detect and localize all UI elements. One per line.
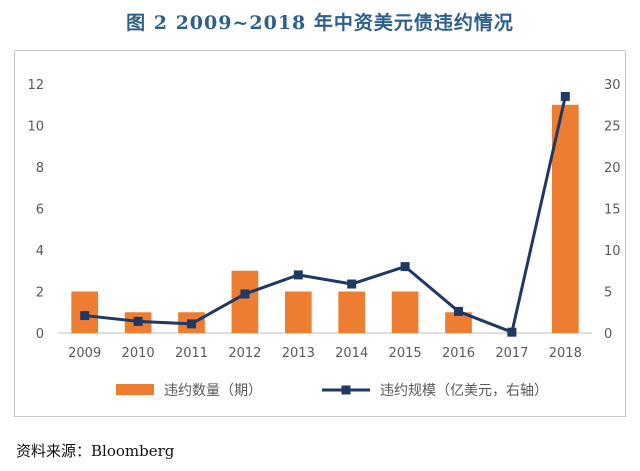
y-left-tick-label: 10 [27, 120, 44, 135]
y-left-tick-label: 0 [36, 327, 44, 342]
y-left-tick-label: 6 [36, 203, 44, 218]
y-right-tick-label: 25 [604, 120, 621, 135]
bar-2013 [284, 291, 312, 333]
legend-bar-label: 违约数量（期） [164, 383, 262, 399]
line-point-2017 [507, 327, 517, 337]
y-left-tick-label: 8 [36, 161, 44, 176]
line-point-2012 [240, 289, 250, 299]
y-left-tick-label: 4 [36, 244, 44, 259]
legend-line-marker [341, 385, 351, 395]
x-tick-label: 2012 [228, 346, 261, 361]
x-tick-label: 2014 [335, 346, 368, 361]
legend-bar-swatch [116, 384, 154, 395]
bar-2016 [445, 312, 472, 333]
line-point-2011 [187, 319, 196, 329]
x-tick-label: 2017 [495, 346, 528, 361]
line-point-2018 [560, 91, 570, 101]
x-tick-label: 2009 [68, 346, 101, 361]
y-right-tick-label: 30 [604, 78, 621, 93]
line-point-2016 [454, 306, 463, 316]
legend-line-label: 违约规模（亿美元，右轴） [380, 383, 548, 399]
x-tick-label: 2013 [282, 346, 315, 361]
line-point-2014 [347, 279, 357, 289]
y-left-tick-label: 2 [36, 286, 44, 301]
bar-2014 [338, 291, 366, 333]
y-right-tick-label: 20 [604, 161, 621, 176]
chart-title: 图 2 2009~2018 年中资美元债违约情况 [126, 12, 514, 34]
bar-2018 [551, 104, 579, 333]
x-tick-label: 2010 [122, 346, 155, 361]
source-note: 资料来源：Bloomberg [16, 442, 175, 460]
y-right-tick-label: 0 [604, 327, 612, 342]
x-tick-label: 2018 [549, 346, 582, 361]
x-tick-label: 2011 [175, 346, 208, 361]
x-tick-label: 2016 [442, 346, 475, 361]
y-right-tick-label: 15 [604, 203, 621, 218]
y-right-tick-label: 10 [604, 244, 621, 259]
bar-2015 [391, 291, 419, 333]
line-series-scale [84, 96, 567, 334]
line-point-2010 [133, 316, 143, 326]
bar-2012 [231, 270, 259, 333]
chart-frame [14, 50, 626, 417]
y-left-tick-label: 12 [27, 78, 44, 93]
line-point-2009 [80, 311, 90, 321]
line-point-2013 [293, 270, 303, 280]
x-tick-label: 2015 [389, 346, 422, 361]
y-right-tick-label: 5 [604, 286, 612, 301]
line-point-2015 [400, 262, 410, 272]
